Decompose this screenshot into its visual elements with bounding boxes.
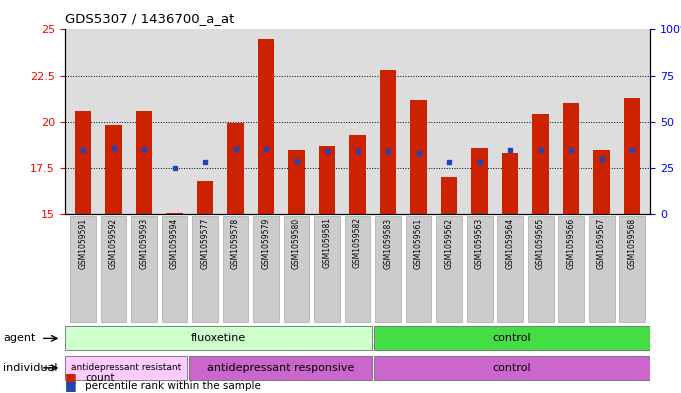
FancyBboxPatch shape [466,217,492,322]
Text: GDS5307 / 1436700_a_at: GDS5307 / 1436700_a_at [65,12,234,25]
Bar [593,149,610,214]
Bar [410,100,427,214]
Bar [563,103,580,214]
Text: GSM1059561: GSM1059561 [414,217,423,268]
FancyBboxPatch shape [283,217,309,322]
Bar [379,70,396,214]
Text: antidepressant resistant: antidepressant resistant [72,364,181,372]
Text: antidepressant responsive: antidepressant responsive [207,363,354,373]
Text: GSM1059592: GSM1059592 [109,217,118,268]
Bar [75,111,91,214]
FancyBboxPatch shape [65,356,187,380]
Text: GSM1059564: GSM1059564 [505,217,515,269]
FancyBboxPatch shape [223,217,249,322]
FancyBboxPatch shape [528,217,554,322]
FancyBboxPatch shape [314,217,340,322]
Text: GSM1059566: GSM1059566 [567,217,575,269]
Text: GSM1059562: GSM1059562 [445,217,454,268]
Text: fluoxetine: fluoxetine [191,333,247,343]
FancyBboxPatch shape [497,217,523,322]
Bar [257,39,274,214]
Text: GSM1059568: GSM1059568 [628,217,637,268]
Bar [441,177,458,214]
Text: agent: agent [3,333,36,343]
Text: ■: ■ [65,379,76,392]
Bar [319,146,336,214]
Text: GSM1059579: GSM1059579 [262,217,270,269]
FancyBboxPatch shape [189,356,373,380]
FancyBboxPatch shape [588,217,614,322]
FancyBboxPatch shape [192,217,218,322]
FancyBboxPatch shape [65,326,373,351]
Text: GSM1059594: GSM1059594 [170,217,179,269]
Text: percentile rank within the sample: percentile rank within the sample [85,380,261,391]
Bar [105,125,122,214]
Text: GSM1059565: GSM1059565 [536,217,545,269]
FancyBboxPatch shape [253,217,279,322]
Bar [349,135,366,214]
Text: GSM1059580: GSM1059580 [292,217,301,268]
FancyBboxPatch shape [101,217,127,322]
Text: GSM1059581: GSM1059581 [323,217,332,268]
Text: GSM1059578: GSM1059578 [231,217,240,268]
Text: GSM1059563: GSM1059563 [475,217,484,269]
FancyBboxPatch shape [131,217,157,322]
Text: control: control [492,333,531,343]
Text: GSM1059577: GSM1059577 [200,217,210,269]
Bar [136,111,153,214]
Text: control: control [492,363,531,373]
FancyBboxPatch shape [619,217,645,322]
FancyBboxPatch shape [375,217,401,322]
Bar [166,213,183,214]
Bar [197,181,213,214]
Text: GSM1059593: GSM1059593 [140,217,148,269]
Text: individual: individual [3,363,58,373]
Text: count: count [85,373,114,383]
Text: GSM1059591: GSM1059591 [78,217,87,268]
FancyBboxPatch shape [436,217,462,322]
Bar [227,123,244,214]
Bar [624,98,640,214]
FancyBboxPatch shape [406,217,432,322]
FancyBboxPatch shape [374,326,650,351]
FancyBboxPatch shape [70,217,96,322]
Bar [471,148,488,214]
Bar [288,149,305,214]
FancyBboxPatch shape [558,217,584,322]
Bar [532,114,549,214]
FancyBboxPatch shape [161,217,187,322]
FancyBboxPatch shape [374,356,650,380]
Text: GSM1059582: GSM1059582 [353,217,362,268]
FancyBboxPatch shape [345,217,370,322]
Text: ■: ■ [65,371,76,384]
Bar [502,153,518,214]
Text: GSM1059567: GSM1059567 [597,217,606,269]
Text: GSM1059583: GSM1059583 [383,217,392,268]
